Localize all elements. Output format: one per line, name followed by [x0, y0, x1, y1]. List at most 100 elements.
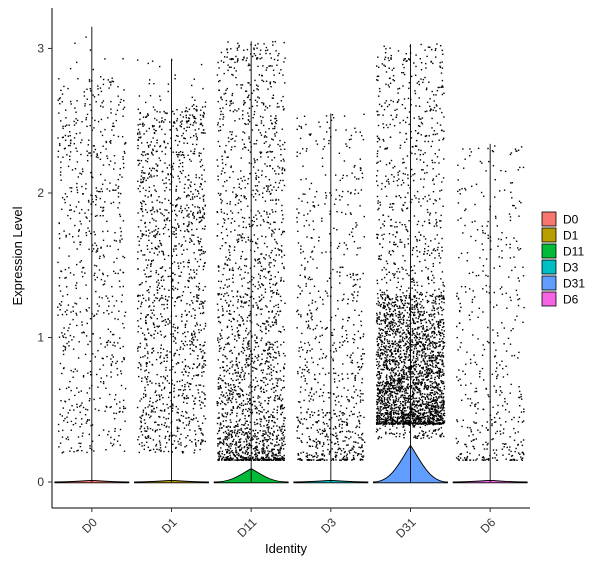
data-point [158, 325, 160, 327]
data-point [204, 325, 207, 327]
data-point [229, 201, 231, 203]
data-point [258, 355, 260, 358]
data-point [188, 382, 190, 385]
data-point [172, 248, 175, 250]
data-point [228, 397, 230, 400]
data-point [197, 374, 200, 376]
data-point [191, 114, 194, 116]
data-point [265, 52, 267, 55]
data-point [277, 449, 280, 452]
data-point [184, 207, 186, 210]
data-point [267, 438, 270, 441]
data-point [155, 225, 157, 227]
data-point [231, 58, 233, 60]
data-point [300, 452, 302, 454]
data-point [338, 415, 341, 417]
data-point [184, 110, 186, 113]
data-point [138, 159, 140, 162]
data-point [122, 255, 124, 258]
data-point [61, 332, 63, 334]
data-point [268, 262, 271, 264]
data-point [329, 427, 331, 429]
data-point [86, 297, 88, 300]
data-point [269, 341, 271, 344]
data-point [248, 216, 250, 219]
data-point [160, 334, 162, 336]
data-point [139, 400, 141, 402]
data-point [277, 314, 280, 316]
data-point [347, 444, 349, 446]
data-point [164, 386, 166, 389]
data-point [138, 362, 140, 364]
data-point [102, 364, 105, 366]
data-point [224, 396, 226, 398]
data-point [259, 151, 261, 153]
data-point [160, 244, 163, 246]
data-point [309, 134, 311, 136]
data-point [192, 344, 195, 346]
data-point [191, 228, 193, 231]
data-point [192, 152, 194, 155]
data-point [235, 398, 237, 401]
data-point [233, 246, 236, 248]
data-point [111, 445, 114, 447]
data-point [269, 343, 271, 345]
data-point [314, 338, 316, 340]
data-point [145, 369, 148, 371]
data-point [228, 399, 230, 401]
data-point [147, 276, 150, 278]
data-point [196, 323, 198, 326]
data-point [219, 386, 221, 388]
data-point [82, 432, 84, 434]
data-point [273, 448, 275, 451]
data-point [356, 178, 358, 180]
data-point [180, 271, 183, 273]
data-point [189, 439, 191, 441]
data-point [169, 129, 171, 131]
data-point [341, 266, 343, 268]
data-point [152, 401, 154, 404]
data-point [272, 94, 275, 96]
data-point [137, 346, 140, 348]
data-point [249, 141, 251, 143]
data-point [96, 250, 99, 252]
data-point [163, 121, 165, 123]
data-point [240, 427, 242, 430]
data-point [156, 139, 158, 141]
data-point [60, 304, 62, 306]
data-point [236, 320, 239, 322]
data-point [326, 433, 328, 435]
data-point [193, 153, 196, 155]
data-point [217, 386, 219, 388]
data-point [112, 356, 114, 358]
data-point [171, 166, 174, 168]
data-point [236, 412, 238, 415]
data-point [362, 393, 364, 395]
data-point [225, 103, 228, 105]
data-point [179, 114, 182, 116]
data-point [238, 446, 240, 448]
data-point [306, 441, 308, 444]
data-point [313, 228, 315, 231]
data-point [152, 309, 155, 311]
data-point [186, 126, 188, 128]
data-point [225, 416, 227, 418]
data-point [296, 430, 298, 432]
data-point [334, 442, 337, 445]
data-point [317, 363, 319, 366]
data-point [93, 151, 95, 153]
data-point [230, 409, 232, 411]
data-point [108, 300, 110, 302]
data-point [354, 376, 356, 379]
data-point [164, 112, 166, 114]
data-point [108, 313, 110, 315]
data-point [246, 320, 248, 322]
data-point [150, 169, 153, 172]
data-point [315, 446, 317, 448]
data-point [278, 72, 281, 74]
data-point [195, 417, 197, 419]
data-point [198, 177, 201, 179]
data-point [217, 140, 219, 143]
data-point [274, 276, 276, 278]
